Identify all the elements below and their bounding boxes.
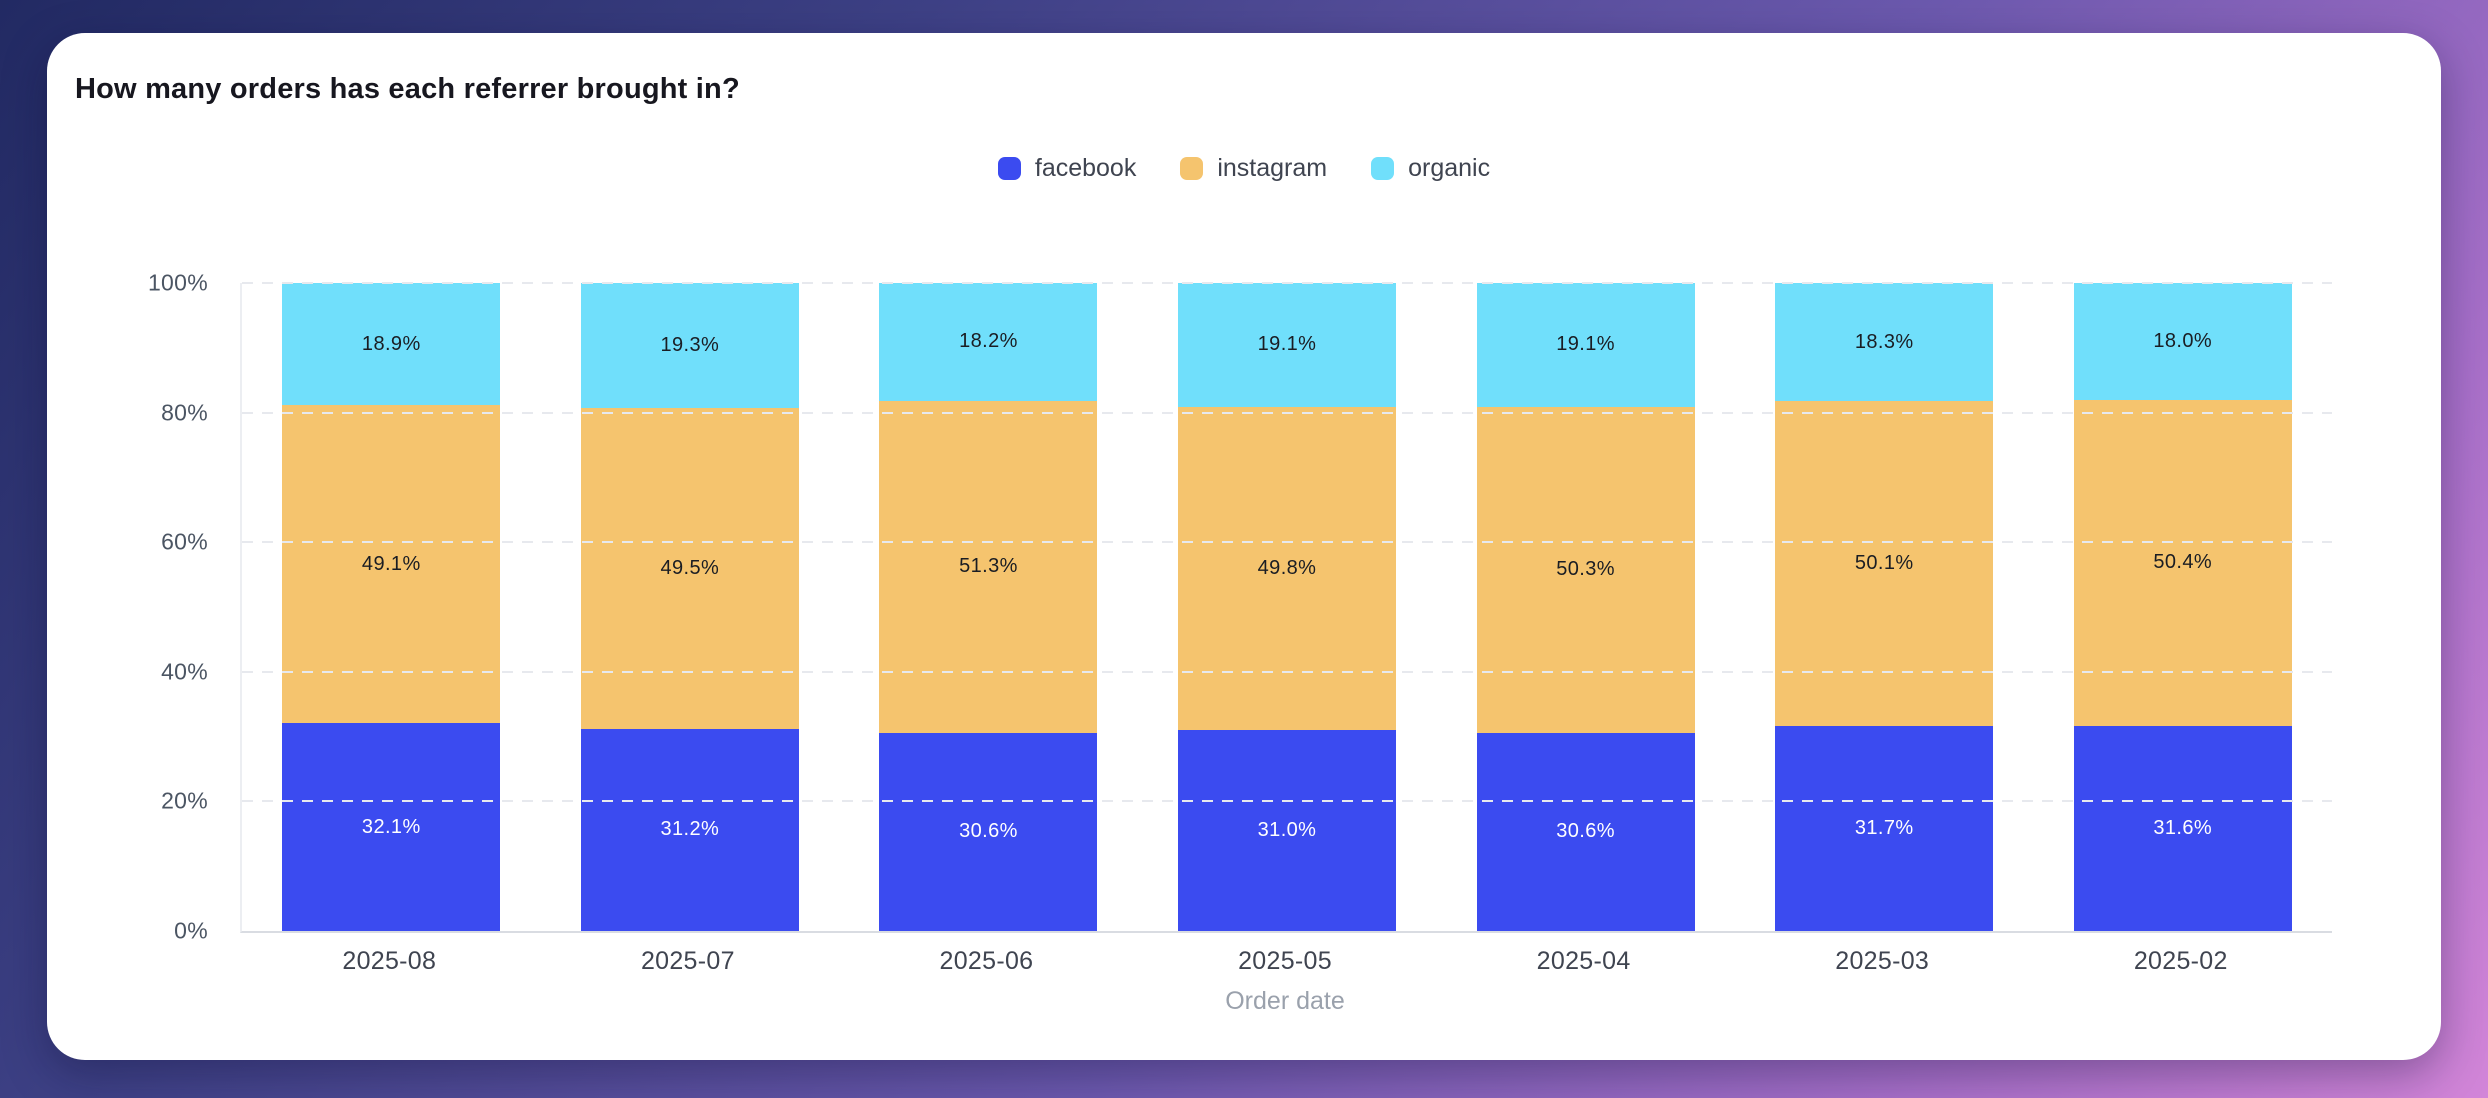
legend-label: instagram xyxy=(1217,154,1328,182)
gridline xyxy=(242,800,2332,803)
bar-segment-organic[interactable]: 18.0% xyxy=(2073,283,2292,400)
bar-segment-facebook[interactable]: 31.0% xyxy=(1178,729,1396,931)
stacked-bar-2025-06[interactable]: 18.2% 51.3% 30.6% xyxy=(879,283,1098,931)
bar-slot: 18.3% 50.1% 31.7% xyxy=(1735,283,2034,931)
legend-label: facebook xyxy=(1034,154,1137,182)
segment-value-label: 31.6% xyxy=(2153,817,2213,840)
bar-segment-organic[interactable]: 18.2% xyxy=(879,283,1098,401)
legend: facebook instagram organic xyxy=(47,154,2441,183)
y-tick-label: 0% xyxy=(174,917,208,944)
bars-row: 18.9% 49.1% 32.1% 19.3% 49.5% 31.2% 18.2% 51.3%… xyxy=(242,283,2332,931)
bar-segment-facebook[interactable]: 32.1% xyxy=(282,723,501,931)
stacked-bar-2025-05[interactable]: 19.1% 49.8% 31.0% xyxy=(1178,283,1396,931)
stacked-bar-2025-07[interactable]: 19.3% 49.5% 31.2% xyxy=(580,283,799,931)
segment-value-label: 50.3% xyxy=(1556,558,1615,581)
segment-value-label: 19.3% xyxy=(660,334,720,357)
stacked-bar-2025-08[interactable]: 18.9% 49.1% 32.1% xyxy=(282,283,501,931)
x-tick-label: 2025-05 xyxy=(1238,947,1332,975)
bar-segment-facebook[interactable]: 31.7% xyxy=(1775,725,1994,931)
gridline xyxy=(242,670,2332,673)
bar-slot: 19.1% 49.8% 31.0% xyxy=(1138,283,1437,931)
legend-item-facebook[interactable]: facebook xyxy=(997,154,1137,183)
bar-segment-facebook[interactable]: 31.6% xyxy=(2073,726,2292,931)
segment-value-label: 18.3% xyxy=(1854,330,1914,353)
y-tick-label: 40% xyxy=(161,658,208,685)
x-tick-label: 2025-08 xyxy=(342,947,437,975)
bar-segment-facebook[interactable]: 31.2% xyxy=(580,728,799,931)
stacked-bar-2025-02[interactable]: 18.0% 50.4% 31.6% xyxy=(2073,283,2292,931)
segment-value-label: 49.5% xyxy=(660,556,720,579)
segment-value-label: 49.8% xyxy=(1257,556,1317,579)
bar-segment-instagram[interactable]: 49.5% xyxy=(580,408,799,729)
bar-segment-organic[interactable]: 19.1% xyxy=(1178,283,1396,407)
segment-value-label: 18.9% xyxy=(361,332,421,355)
bar-segment-facebook[interactable]: 30.6% xyxy=(1476,732,1695,931)
legend-swatch-icon xyxy=(1371,157,1395,180)
segment-value-label: 31.7% xyxy=(1854,816,1914,839)
legend-label: organic xyxy=(1408,154,1491,182)
bar-segment-instagram[interactable]: 51.3% xyxy=(879,400,1098,733)
y-tick-label: 100% xyxy=(147,269,208,296)
y-tick-label: 80% xyxy=(161,399,208,426)
bar-segment-instagram[interactable]: 50.1% xyxy=(1775,401,1994,726)
bar-slot: 18.2% 51.3% 30.6% xyxy=(839,283,1138,931)
x-tick-label: 2025-03 xyxy=(1835,947,1930,975)
stacked-bar-2025-03[interactable]: 18.3% 50.1% 31.7% xyxy=(1775,283,1994,931)
legend-item-organic[interactable]: organic xyxy=(1371,154,1490,183)
x-tick-label: 2025-04 xyxy=(1536,947,1631,975)
gridline xyxy=(242,541,2332,544)
bar-segment-instagram[interactable]: 50.3% xyxy=(1476,406,1695,733)
plot-area: 18.9% 49.1% 32.1% 19.3% 49.5% 31.2% 18.2% 51.3%… xyxy=(240,282,2332,933)
bar-segment-facebook[interactable]: 30.6% xyxy=(879,732,1098,931)
bar-segment-organic[interactable]: 19.1% xyxy=(1476,283,1695,407)
legend-item-instagram[interactable]: instagram xyxy=(1180,154,1327,183)
x-tick-label: 2025-06 xyxy=(939,947,1034,975)
segment-value-label: 50.1% xyxy=(1854,552,1914,575)
y-tick-label: 60% xyxy=(161,528,208,555)
bar-slot: 18.0% 50.4% 31.6% xyxy=(2033,283,2332,931)
x-tick-label: 2025-07 xyxy=(640,947,735,975)
bar-segment-organic[interactable]: 19.3% xyxy=(580,283,799,409)
segment-value-label: 18.2% xyxy=(959,330,1018,353)
stacked-bar-2025-04[interactable]: 19.1% 50.3% 30.6% xyxy=(1476,283,1695,931)
x-tick-label: 2025-02 xyxy=(2133,947,2228,975)
segment-value-label: 19.1% xyxy=(1556,333,1615,356)
bar-segment-organic[interactable]: 18.9% xyxy=(282,283,501,406)
y-tick-label: 20% xyxy=(161,787,208,814)
segment-value-label: 31.2% xyxy=(660,818,720,841)
segment-value-label: 51.3% xyxy=(959,555,1018,578)
segment-value-label: 19.1% xyxy=(1257,333,1317,356)
bar-segment-instagram[interactable]: 50.4% xyxy=(2073,399,2292,727)
segment-value-label: 30.6% xyxy=(959,820,1018,843)
segment-value-label: 50.4% xyxy=(2153,551,2213,574)
gridline xyxy=(242,411,2332,414)
chart-card: How many orders has each referrer brough… xyxy=(47,33,2441,1060)
x-axis: 2025-08 2025-07 2025-06 2025-05 2025-04 2025-… xyxy=(240,947,2330,976)
bar-slot: 19.1% 50.3% 30.6% xyxy=(1436,283,1735,931)
bar-segment-instagram[interactable]: 49.1% xyxy=(282,405,501,724)
bar-segment-instagram[interactable]: 49.8% xyxy=(1178,406,1396,730)
segment-value-label: 30.6% xyxy=(1556,820,1615,843)
segment-value-label: 31.0% xyxy=(1257,818,1317,841)
legend-swatch-icon xyxy=(997,157,1021,180)
legend-swatch-icon xyxy=(1180,157,1204,180)
gridline xyxy=(242,282,2332,284)
bar-slot: 18.9% 49.1% 32.1% xyxy=(242,283,541,931)
y-axis: 100% 80% 60% 40% 20% 0% xyxy=(47,270,224,944)
segment-value-label: 32.1% xyxy=(361,815,421,838)
x-axis-title: Order date xyxy=(1225,987,1345,1015)
chart-title: How many orders has each referrer brough… xyxy=(75,73,740,105)
bar-slot: 19.3% 49.5% 31.2% xyxy=(541,283,840,931)
segment-value-label: 49.1% xyxy=(361,552,421,575)
bar-segment-organic[interactable]: 18.3% xyxy=(1775,283,1994,402)
segment-value-label: 18.0% xyxy=(2153,329,2213,352)
